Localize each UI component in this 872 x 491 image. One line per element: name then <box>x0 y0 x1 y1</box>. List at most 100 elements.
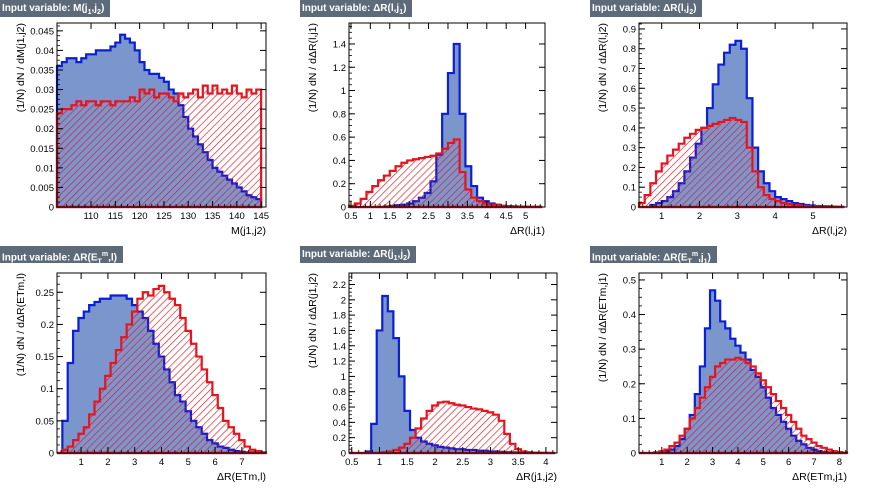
panel-drlj1: Input variable: ΔR(l,j1) 0.5 1 1.5 2 2.5 3 3.5… <box>300 0 590 245</box>
y-axis-label: (1/N) dN / dΔR(l,j2) <box>597 23 609 112</box>
y-tick-label: 2.2 <box>333 280 346 291</box>
y-tick-label: 0.005 <box>30 183 54 194</box>
y-tick-label: 0 <box>49 449 54 460</box>
chart-drmetj1: 1 2 3 4 5 6 7 8 0 0.1 0.2 0.3 0.4 0.5 ΔR(ETm,j1) (1/N) … <box>597 272 849 483</box>
x-tick-label: 110 <box>83 211 98 222</box>
hist-background <box>639 356 849 455</box>
y-tick-label: 0.03 <box>36 85 55 96</box>
y-tick-label: 0.015 <box>30 144 54 155</box>
x-axis-label: ΔR(l,j2) <box>812 225 847 237</box>
x-tick-label: 4 <box>484 211 489 222</box>
hist-background <box>347 138 543 209</box>
y-tick-label: 0.2 <box>623 163 636 174</box>
hist-background <box>349 400 556 455</box>
x-tick-label: 125 <box>156 211 172 222</box>
x-tick-label: 3 <box>445 211 450 222</box>
x-tick-label: 1 <box>377 457 382 468</box>
x-tick-label: 2 <box>105 457 110 468</box>
x-tick-label: 3 <box>710 457 715 468</box>
y-tick-label: 0 <box>631 449 636 460</box>
plot-frame <box>348 272 558 454</box>
x-tick-label: 8 <box>837 457 842 468</box>
y-tick-label: 0.4 <box>333 418 346 429</box>
x-axis-label: ΔR(l,j1) <box>510 225 545 237</box>
x-tick-label: 2.5 <box>456 457 469 468</box>
y-tick-label: 0.2 <box>41 320 54 331</box>
panel-drlj2: Input variable: ΔR(l,j2) 1 2 3 4 5 0 0.1 0.2 0.3… <box>590 0 872 245</box>
x-tick-label: 2.5 <box>422 211 435 222</box>
y-tick-label: 0.2 <box>333 179 346 190</box>
x-tick-label: 5 <box>761 457 766 468</box>
x-tick-label: 3.5 <box>461 211 474 222</box>
y-axis-label: (1/N) dN / dΔR(l,j1) <box>307 23 319 112</box>
x-axis-label: M(j1,j2) <box>231 225 266 237</box>
y-tick-label: 0.3 <box>623 143 636 154</box>
y-tick-label: 0.01 <box>36 163 55 174</box>
panel-title-drmetl: Input variable: ΔR(ETm,l) <box>0 246 123 265</box>
plot-frame <box>638 272 848 454</box>
x-tick-label: 6 <box>786 457 791 468</box>
panel-title-drlj2: Input variable: ΔR(l,j2) <box>590 0 703 17</box>
x-tick-label: 120 <box>132 211 148 222</box>
panel-drmetl: Input variable: ΔR(ETm,l) 1 2 3 4 5 6 7 0 0.05 0.… <box>0 246 290 491</box>
x-tick-label: 1 <box>659 211 664 222</box>
x-tick-label: 5 <box>186 457 191 468</box>
y-tick-label: 0.5 <box>623 104 636 115</box>
y-tick-label: 0.035 <box>30 65 54 76</box>
x-tick-label: 2 <box>432 457 437 468</box>
y-tick-label: 0.1 <box>623 183 636 194</box>
x-tick-label: 1 <box>78 457 83 468</box>
x-tick-label: 3 <box>488 457 493 468</box>
x-tick-label: 4 <box>772 211 777 222</box>
plot-frame <box>56 22 267 208</box>
y-tick-label: 0.2 <box>333 433 346 444</box>
panel-title-drmetj1: Input variable: ΔR(ETm,j1) <box>590 246 717 265</box>
x-tick-label: 0.5 <box>344 211 357 222</box>
y-tick-label: 0.6 <box>333 403 346 414</box>
chart-drmetl: 1 2 3 4 5 6 7 0 0.05 0.1 0.15 0.2 0.25 ΔR(ETm,l) (1/N)… <box>15 272 268 483</box>
chart-drlj1: 0.5 1 1.5 2 2.5 3 3.5 4 4.5 5 0 0.2 0.4 0.6 0.8 1 1.2 1.4… <box>307 22 546 237</box>
hist-background <box>637 116 845 209</box>
x-tick-label: 1 <box>659 457 664 468</box>
x-tick-label: 5 <box>523 211 528 222</box>
x-tick-label: 3.5 <box>512 457 525 468</box>
panel-drj1j2: Input variable: ΔR(j1,j2) 0.5 1 1.5 2 2.5 3 3.… <box>300 246 590 491</box>
y-tick-label: 0.2 <box>623 379 636 390</box>
y-tick-label: 0.8 <box>333 387 346 398</box>
chart-drlj2: 1 2 3 4 5 0 0.1 0.2 0.3 0.4 0.5 0.6 0.7 0.8 0.9 ΔR(l,j2… <box>597 22 848 237</box>
chart-mjj: 110 115 120 125 130 135 140 145 0 0.005 0.01 0.015 0… <box>15 22 269 237</box>
y-tick-label: 0.4 <box>623 310 636 321</box>
x-tick-label: 4 <box>159 457 164 468</box>
y-tick-label: 1.4 <box>333 39 346 50</box>
x-tick-label: 1 <box>368 211 373 222</box>
y-tick-label: 0.1 <box>623 414 636 425</box>
panel-title-drj1j2: Input variable: ΔR(j1,j2) <box>300 246 417 263</box>
y-tick-label: 0.9 <box>623 24 636 35</box>
y-tick-label: 0.6 <box>623 84 636 95</box>
panel-title-mjj: Input variable: M(j1,j2) <box>0 0 111 17</box>
x-tick-label: 7 <box>811 457 816 468</box>
x-tick-label: 1.5 <box>401 457 414 468</box>
y-tick-label: 0 <box>49 203 54 214</box>
x-tick-label: 6 <box>212 457 217 468</box>
x-tick-label: 135 <box>205 211 221 222</box>
y-axis-label: (1/N) dN / dM(j1,j2) <box>15 23 27 112</box>
x-tick-label: 3 <box>132 457 137 468</box>
y-tick-label: 0.8 <box>623 44 636 55</box>
x-tick-label: 7 <box>239 457 244 468</box>
x-tick-label: 130 <box>180 211 196 222</box>
plot-frame <box>348 22 546 208</box>
y-tick-label: 0.045 <box>30 26 54 37</box>
y-tick-label: 1 <box>341 86 346 97</box>
hist-background <box>55 84 263 209</box>
chart-drj1j2: 0.5 1 1.5 2 2.5 3 3.5 4 0 0.2 0.4 0.6 0.8 1 1.2 1.4 1.6 1… <box>307 272 558 483</box>
x-tick-label: 5 <box>810 211 815 222</box>
x-axis-label: ΔR(ETm,l) <box>217 471 266 483</box>
y-tick-label: 1.8 <box>333 311 346 322</box>
y-tick-label: 2 <box>341 295 346 306</box>
x-axis-label: ΔR(j1,j2) <box>516 471 557 483</box>
y-tick-label: 0.02 <box>36 124 55 135</box>
y-tick-label: 0.4 <box>333 156 346 167</box>
y-tick-label: 0.5 <box>623 275 636 286</box>
x-tick-label: 4.5 <box>500 211 513 222</box>
